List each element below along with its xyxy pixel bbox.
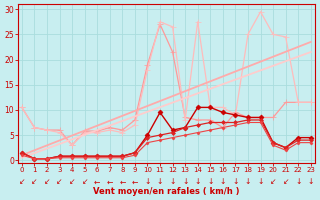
Text: ↓: ↓ [157, 177, 163, 186]
X-axis label: Vent moyen/en rafales ( km/h ): Vent moyen/en rafales ( km/h ) [93, 187, 240, 196]
Text: ↙: ↙ [44, 177, 50, 186]
Text: ↓: ↓ [207, 177, 213, 186]
Text: ↓: ↓ [182, 177, 188, 186]
Text: ←: ← [132, 177, 138, 186]
Text: ↓: ↓ [257, 177, 264, 186]
Text: ↓: ↓ [308, 177, 314, 186]
Text: ←: ← [119, 177, 125, 186]
Text: ↓: ↓ [144, 177, 151, 186]
Text: ←: ← [94, 177, 100, 186]
Text: ↓: ↓ [232, 177, 239, 186]
Text: ↓: ↓ [245, 177, 251, 186]
Text: ↙: ↙ [283, 177, 289, 186]
Text: ↙: ↙ [31, 177, 38, 186]
Text: ↙: ↙ [82, 177, 88, 186]
Text: ↓: ↓ [220, 177, 226, 186]
Text: ↙: ↙ [19, 177, 25, 186]
Text: ↓: ↓ [295, 177, 301, 186]
Text: ↙: ↙ [270, 177, 276, 186]
Text: ↓: ↓ [169, 177, 176, 186]
Text: ←: ← [107, 177, 113, 186]
Text: ↙: ↙ [69, 177, 75, 186]
Text: ↙: ↙ [56, 177, 63, 186]
Text: ↓: ↓ [195, 177, 201, 186]
